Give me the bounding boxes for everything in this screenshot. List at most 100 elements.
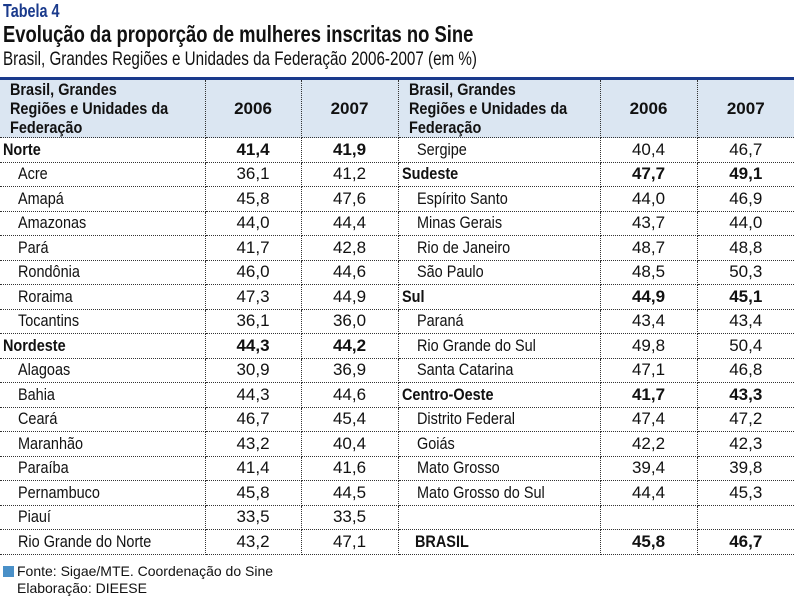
value-2006: 30,9 [205, 358, 302, 383]
value-2007: 39,8 [697, 456, 794, 481]
region-name: Maranhão [0, 431, 206, 457]
value-2006: 46,0 [205, 260, 302, 285]
region-name: Alagoas [0, 358, 206, 383]
header-region: Brasil, Grandes Regiões e Unidades da Fe… [0, 78, 206, 138]
value-2007: 41,2 [301, 162, 399, 187]
header-2006: 2006 [600, 78, 698, 138]
value-2006: 40,4 [600, 137, 698, 163]
region-name: Bahia [0, 382, 206, 408]
region-name: Norte [0, 137, 206, 163]
value-2006: 48,5 [600, 260, 698, 285]
table-row: Rondônia 46,0 44,6 São Paulo 48,5 50,3 [0, 260, 794, 285]
region-name: Roraima [0, 284, 206, 310]
value-2006: 44,3 [205, 333, 302, 359]
value-2007: 33,5 [301, 505, 399, 530]
region-name: Ceará [0, 407, 206, 432]
header-2006: 2006 [205, 78, 302, 138]
value-2006: 41,7 [600, 382, 698, 408]
value-2007: 46,7 [697, 137, 794, 163]
page-title: Evolução da proporção de mulheres inscri… [3, 21, 474, 47]
value-2007: 43,4 [697, 309, 794, 334]
value-2007: 46,9 [697, 186, 794, 212]
table-row: Amazonas 44,0 44,4 Minas Gerais 43,7 44,0 [0, 211, 794, 236]
table-number: Tabela 4 [3, 1, 60, 21]
value-2006: 43,2 [205, 529, 302, 555]
region-name: Minas Gerais [398, 211, 601, 236]
region-name: Pará [0, 235, 206, 261]
value-2006: 41,4 [205, 137, 302, 163]
region-name: Mato Grosso do Sul [398, 480, 601, 506]
table-row: Rio Grande do Norte 43,2 47,1 BRASIL 45,8 46,… [0, 529, 794, 555]
source-square-icon [3, 566, 14, 577]
region-name [398, 505, 601, 530]
credit-note: Elaboração: DIEESE [17, 580, 147, 596]
value-2007: 36,0 [301, 309, 399, 334]
value-2007: 44,0 [697, 211, 794, 236]
value-2007: 36,9 [301, 358, 399, 383]
region-name: Rondônia [0, 260, 206, 285]
value-2007: 40,4 [301, 431, 399, 457]
value-2007: 44,9 [301, 284, 399, 310]
table-row: Piauí 33,5 33,5 [0, 505, 794, 530]
value-2006 [600, 505, 698, 530]
region-name: Sul [398, 284, 601, 310]
value-2006: 49,8 [600, 333, 698, 359]
value-2007: 44,2 [301, 333, 399, 359]
value-2007: 42,3 [697, 431, 794, 457]
value-2006: 33,5 [205, 505, 302, 530]
value-2006: 47,3 [205, 284, 302, 310]
region-name: Sergipe [398, 137, 601, 163]
region-name: Sudeste [398, 162, 601, 187]
region-name: Acre [0, 162, 206, 187]
region-name: Goiás [398, 431, 601, 457]
value-2006: 42,2 [600, 431, 698, 457]
region-name: Centro-Oeste [398, 382, 601, 408]
value-2007: 49,1 [697, 162, 794, 187]
region-name: Distrito Federal [398, 407, 601, 432]
value-2006: 36,1 [205, 309, 302, 334]
table-row: Tocantins 36,1 36,0 Paraná 43,4 43,4 [0, 309, 794, 334]
value-2007: 41,6 [301, 456, 399, 481]
table-row: Bahia 44,3 44,6 Centro-Oeste 41,7 43,3 [0, 382, 794, 408]
table-row: Acre 36,1 41,2 Sudeste 47,7 49,1 [0, 162, 794, 187]
value-2007: 50,3 [697, 260, 794, 285]
region-name: Amazonas [0, 211, 206, 236]
header-row: Brasil, Grandes Regiões e Unidades da Fe… [0, 78, 794, 138]
value-2007: 42,8 [301, 235, 399, 261]
value-2007: 44,4 [301, 211, 399, 236]
value-2006: 41,4 [205, 456, 302, 481]
footer: Fonte: Sigae/MTE. Coordenação do Sine El… [3, 563, 273, 597]
value-2007: 43,3 [697, 382, 794, 408]
region-name: Rio Grande do Norte [0, 529, 206, 555]
data-table: Brasil, Grandes Regiões e Unidades da Fe… [0, 77, 794, 555]
region-name: Paraíba [0, 456, 206, 481]
value-2007: 45,1 [697, 284, 794, 310]
value-2006: 45,8 [205, 186, 302, 212]
region-name: Paraná [398, 309, 601, 334]
value-2006: 43,4 [600, 309, 698, 334]
value-2006: 48,7 [600, 235, 698, 261]
value-2006: 44,0 [205, 211, 302, 236]
value-2007: 45,4 [301, 407, 399, 432]
value-2006: 43,2 [205, 431, 302, 457]
table-row: Ceará 46,7 45,4 Distrito Federal 47,4 47,2 [0, 407, 794, 432]
value-2006: 45,8 [600, 529, 698, 555]
value-2006: 45,8 [205, 480, 302, 506]
value-2006: 39,4 [600, 456, 698, 481]
table-row: Amapá 45,8 47,6 Espírito Santo 44,0 46,9 [0, 186, 794, 212]
value-2007 [697, 505, 794, 530]
region-name: Espírito Santo [398, 186, 601, 212]
region-name: Tocantins [0, 309, 206, 334]
value-2006: 47,4 [600, 407, 698, 432]
value-2007: 46,8 [697, 358, 794, 383]
table-row: Pernambuco 45,8 44,5 Mato Grosso do Sul 44,4… [0, 480, 794, 506]
value-2006: 36,1 [205, 162, 302, 187]
value-2006: 44,4 [600, 480, 698, 506]
value-2006: 44,3 [205, 382, 302, 408]
value-2006: 44,9 [600, 284, 698, 310]
source-note: Fonte: Sigae/MTE. Coordenação do Sine [17, 563, 274, 579]
table-row: Maranhão 43,2 40,4 Goiás 42,2 42,3 [0, 431, 794, 457]
value-2006: 47,7 [600, 162, 698, 187]
region-name: Pernambuco [0, 480, 206, 506]
value-2006: 46,7 [205, 407, 302, 432]
